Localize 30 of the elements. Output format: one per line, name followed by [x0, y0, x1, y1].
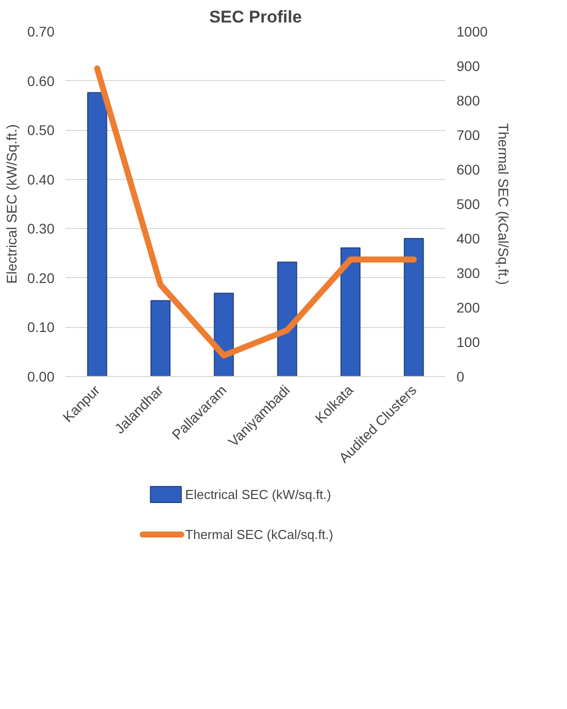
bar — [150, 300, 170, 376]
y2-tick-label: 800 — [456, 92, 480, 108]
legend-label: Electrical SEC (kW/sq.ft.) — [185, 487, 332, 502]
y2-tick-label: 900 — [456, 58, 480, 74]
bar — [404, 238, 424, 376]
y-tick-label: 0.10 — [27, 319, 55, 336]
y2-tick-label: 100 — [456, 334, 480, 350]
y-axis-title: Electrical SEC (kW/Sq.ft.) — [3, 124, 20, 284]
bar — [340, 247, 360, 376]
y-tick-label: 0.00 — [27, 368, 55, 384]
y-tick-label: 0.20 — [27, 270, 55, 286]
chart-title: SEC Profile — [209, 8, 302, 26]
y2-tick-label: 200 — [456, 300, 480, 316]
bar — [87, 92, 108, 376]
y-tick-label: 0.30 — [27, 220, 55, 237]
y2-axis-title: Thermal SEC (kCal/Sq.ft.) — [496, 123, 512, 285]
y2-tick-label: 500 — [456, 196, 480, 212]
y2-tick-label: 600 — [456, 162, 480, 178]
y2-tick-label: 700 — [456, 127, 480, 143]
y-tick-label: 0.50 — [27, 122, 55, 138]
y2-tick-label: 400 — [456, 230, 480, 246]
bar — [277, 262, 298, 376]
y2-tick-label: 0 — [456, 368, 464, 384]
legend-label: Thermal SEC (kCal/sq.ft.) — [185, 527, 334, 542]
bar — [214, 292, 234, 376]
y-tick-label: 0.60 — [27, 72, 55, 89]
y-tick-label: 0.70 — [27, 24, 55, 40]
y2-tick-label: 300 — [456, 265, 480, 281]
y2-tick-label: 1000 — [456, 24, 488, 40]
y-tick-label: 0.40 — [27, 171, 55, 188]
